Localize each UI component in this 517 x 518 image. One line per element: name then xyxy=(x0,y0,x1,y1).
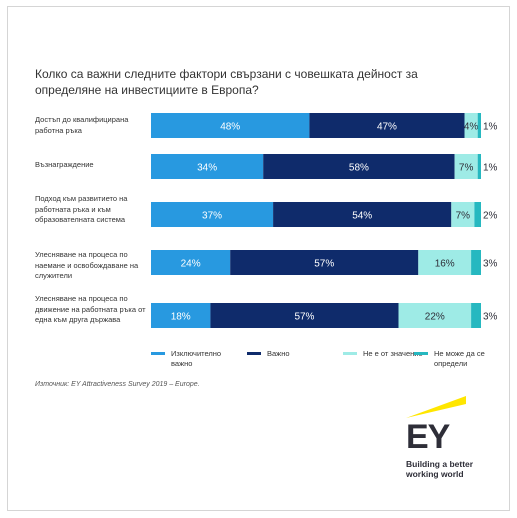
legend-label: Не може да се определи xyxy=(434,349,485,368)
data-label: 47% xyxy=(377,122,397,133)
data-label: 7% xyxy=(459,163,474,174)
logo-beam-icon xyxy=(406,396,466,418)
bar-segment xyxy=(471,303,481,328)
bar-segment xyxy=(151,250,231,275)
data-label: 7% xyxy=(456,211,471,222)
data-label: 24% xyxy=(181,259,201,270)
data-label: 18% xyxy=(171,312,191,323)
legend-label: Не е от значение xyxy=(363,349,423,358)
category-label: Възнаграждение xyxy=(35,160,94,169)
data-label: 58% xyxy=(349,163,369,174)
bar-segment xyxy=(151,202,274,227)
data-label: 57% xyxy=(314,259,334,270)
source-note: Източник: EY Attractiveness Survey 2019 … xyxy=(35,381,200,388)
data-label: 3% xyxy=(483,312,498,323)
category-label: Улесняване на процеса по движение на раб… xyxy=(35,294,146,324)
bar-segment xyxy=(151,154,264,179)
data-label: 37% xyxy=(202,211,222,222)
category-label: Улесняване на процеса по наемане и освоб… xyxy=(35,250,139,280)
category-label: Подход към развитието на работната ръка … xyxy=(35,194,128,224)
legend-swatch xyxy=(247,352,261,355)
data-label: 1% xyxy=(483,122,498,133)
bar-segment xyxy=(151,303,211,328)
legend-label: Изключително важно xyxy=(171,349,222,368)
category-label: Достъп до квалифицирана работна ръка xyxy=(35,115,129,135)
bar-segment xyxy=(398,303,472,328)
data-label: 1% xyxy=(483,163,498,174)
data-label: 57% xyxy=(294,312,314,323)
legend-swatch xyxy=(414,352,428,355)
legend-label: Важно xyxy=(267,349,290,358)
bar-segment xyxy=(464,113,478,138)
legend-swatch xyxy=(151,352,165,355)
bar-segment xyxy=(263,154,455,179)
data-label: 16% xyxy=(435,259,455,270)
logo-tagline-line1: Building a better xyxy=(406,459,474,469)
logo-tagline-line2: working world xyxy=(406,469,464,479)
bar-segment xyxy=(273,202,452,227)
bar-segment xyxy=(418,250,472,275)
bar-segment xyxy=(451,202,475,227)
bar-segment xyxy=(477,154,481,179)
ey-logo: EY Building a better working world xyxy=(404,392,484,487)
bar-segment xyxy=(474,202,481,227)
bar-segment xyxy=(454,154,478,179)
bar-segment xyxy=(230,250,419,275)
logo-mark: EY xyxy=(406,418,450,456)
bar-segment xyxy=(210,303,399,328)
chart-title: Колко са важни следните фактори свързани… xyxy=(35,67,418,97)
data-label: 4% xyxy=(464,122,479,133)
bar-segment xyxy=(309,113,465,138)
data-label: 54% xyxy=(352,211,372,222)
data-label: 2% xyxy=(483,211,498,222)
bar-segment xyxy=(477,113,481,138)
data-label: 3% xyxy=(483,259,498,270)
data-label: 22% xyxy=(425,312,445,323)
data-label: 48% xyxy=(220,122,240,133)
data-label: 34% xyxy=(197,163,217,174)
logo-tagline: Building a better working world xyxy=(406,459,496,479)
bar-segment xyxy=(151,113,310,138)
bar-segment xyxy=(471,250,481,275)
legend-swatch xyxy=(343,352,357,355)
